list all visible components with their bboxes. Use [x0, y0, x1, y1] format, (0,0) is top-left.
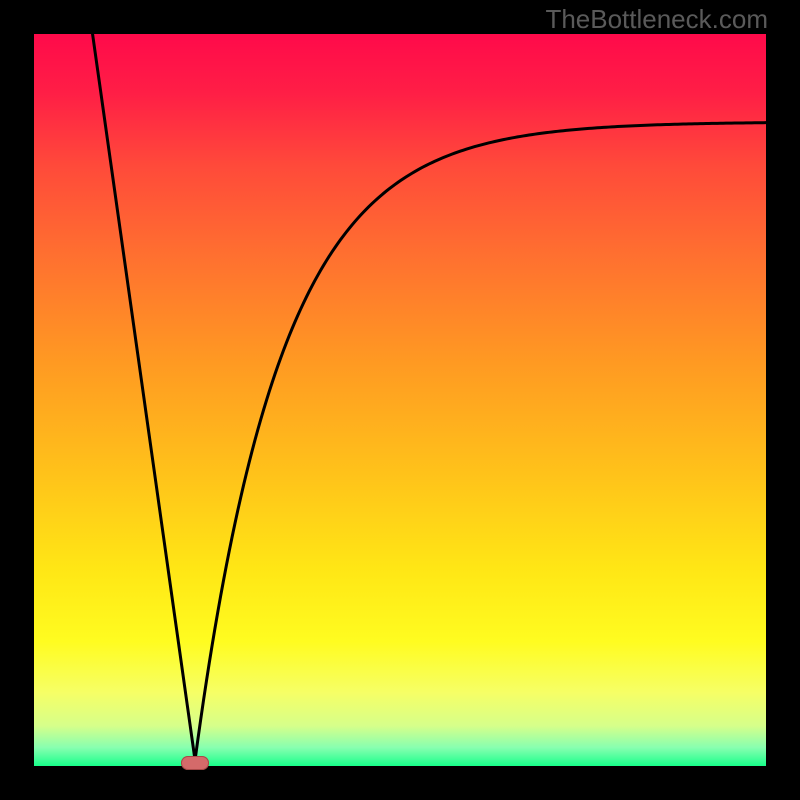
bottleneck-curve [34, 34, 766, 766]
plot-area [34, 34, 766, 766]
watermark-text: TheBottleneck.com [545, 4, 768, 35]
chart-stage: TheBottleneck.com [0, 0, 800, 800]
optimal-point-marker [181, 756, 209, 770]
